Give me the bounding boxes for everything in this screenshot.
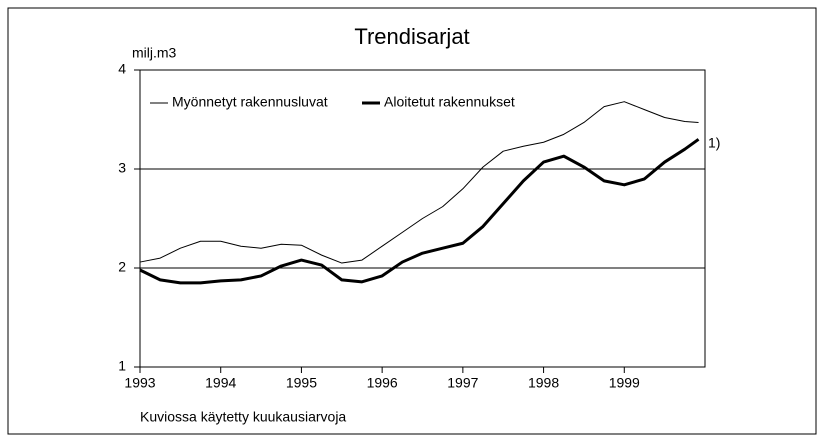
x-tick-label: 1995 [286, 375, 317, 391]
x-tick-label: 1999 [609, 375, 640, 391]
footnote: Kuviossa käytetty kuukausiarvoja [140, 409, 346, 425]
x-tick-label: 1993 [124, 375, 155, 391]
y-tick-label: 2 [118, 259, 126, 275]
x-tick-label: 1998 [528, 375, 559, 391]
x-tick-label: 1997 [447, 375, 478, 391]
plot-area [139, 69, 706, 368]
x-tick-label: 1996 [367, 375, 398, 391]
legend-label: Aloitetut rakennukset [384, 94, 515, 110]
legend-label: Myönnetyt rakennusluvat [172, 94, 328, 110]
y-tick-label: 4 [118, 61, 126, 77]
series-line [139, 101, 699, 264]
chart-title: Trendisarjat [354, 24, 469, 49]
frame [7, 7, 817, 435]
annotation: 1) [708, 135, 720, 151]
x-tick-label: 1994 [205, 375, 236, 391]
series-line [139, 138, 700, 285]
y-axis-label: milj.m3 [132, 45, 177, 61]
y-tick-label: 1 [118, 358, 126, 374]
y-tick-label: 3 [118, 160, 126, 176]
